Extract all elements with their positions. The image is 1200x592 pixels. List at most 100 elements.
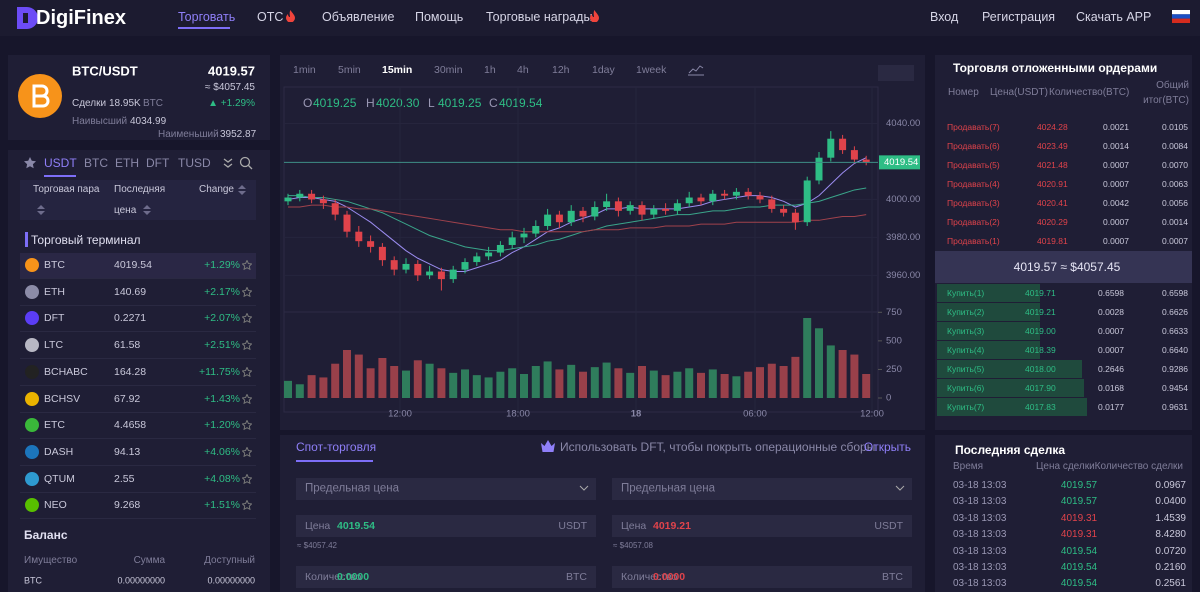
change: ▲ +1.29% bbox=[208, 98, 255, 109]
market-tab[interactable]: DFT bbox=[146, 156, 170, 170]
market-tab[interactable]: TUSD bbox=[178, 156, 211, 170]
price-input[interactable] bbox=[612, 515, 912, 537]
fav-star bbox=[242, 340, 252, 351]
bid-price: 4017.83 bbox=[1025, 401, 1056, 412]
coin bbox=[25, 418, 39, 433]
nav-item[interactable]: Помощь bbox=[415, 9, 464, 24]
price-input[interactable] bbox=[296, 515, 596, 537]
vol-tick-label: 250 bbox=[886, 364, 902, 375]
volume-bar bbox=[343, 350, 351, 398]
row-divider bbox=[20, 358, 256, 360]
nav-right[interactable]: Вход bbox=[930, 9, 959, 24]
interval[interactable]: 5min bbox=[338, 63, 361, 76]
search-h bbox=[248, 165, 253, 170]
coin-name[interactable]: ETC bbox=[44, 418, 65, 431]
ask-name: Продавать(1) bbox=[947, 235, 1000, 246]
interval[interactable]: 12h bbox=[552, 63, 570, 76]
bid-qty: 0.6598 bbox=[1098, 287, 1124, 298]
spot-panel bbox=[280, 435, 925, 592]
fav-star bbox=[242, 420, 252, 431]
nav-bar bbox=[0, 0, 1200, 36]
candle-body bbox=[319, 199, 327, 204]
coin-name[interactable]: QTUM bbox=[44, 472, 75, 485]
coin-icon bbox=[25, 338, 39, 353]
volume-bar bbox=[791, 356, 800, 398]
volume-bar bbox=[520, 374, 528, 398]
ohlc-label: C bbox=[489, 96, 498, 110]
interval[interactable]: 1min bbox=[293, 63, 316, 76]
crown-icon bbox=[541, 440, 555, 452]
candle-body bbox=[626, 205, 634, 211]
order-type-select[interactable] bbox=[296, 478, 596, 500]
coin bbox=[25, 391, 39, 406]
nav-item[interactable]: Объявление bbox=[322, 9, 395, 24]
ask-qty: 0.0007 bbox=[1103, 178, 1129, 189]
ohlc-label: H bbox=[366, 96, 375, 110]
candle-body bbox=[780, 208, 788, 213]
market-tab[interactable]: ETH bbox=[115, 156, 139, 170]
trade-price: 4019.57 bbox=[1060, 496, 1098, 508]
candle-body bbox=[390, 260, 398, 270]
ohlc-value: 4019.25 bbox=[438, 96, 482, 110]
balance-amount: 0.00000000 bbox=[117, 575, 165, 586]
coin-name[interactable]: DFT bbox=[44, 312, 65, 325]
price-chart: 3960.00 3980.00 4000.00 4040.00 0 250 500 750 12… bbox=[283, 86, 920, 420]
chevron bbox=[579, 485, 589, 491]
interval[interactable]: 1h bbox=[484, 63, 496, 76]
nav-right[interactable]: Регистрация bbox=[982, 9, 1056, 24]
nav-item[interactable]: OTC bbox=[257, 9, 284, 24]
coin-name[interactable]: LTC bbox=[44, 338, 64, 351]
star bbox=[242, 286, 252, 297]
interval[interactable]: 30min bbox=[434, 63, 463, 76]
balance-title: Баланс bbox=[24, 528, 68, 542]
bid-name: Купить(1) bbox=[947, 287, 985, 298]
interval[interactable]: 1week bbox=[636, 63, 667, 76]
interval[interactable]: 1day bbox=[592, 63, 615, 76]
volume-bar bbox=[402, 370, 410, 398]
qty-input[interactable] bbox=[612, 566, 912, 588]
coin-name[interactable]: BCHABC bbox=[44, 365, 88, 378]
balance-header: Сумма bbox=[133, 555, 165, 566]
interval[interactable]: 15min bbox=[382, 63, 413, 76]
candle-body bbox=[367, 241, 375, 247]
candle-body bbox=[839, 138, 847, 151]
coin-name[interactable]: BTC bbox=[44, 258, 65, 271]
coin-name[interactable]: DASH bbox=[44, 445, 74, 458]
order-type-select[interactable] bbox=[612, 478, 912, 500]
nav-item[interactable]: Торговые награды bbox=[486, 9, 593, 24]
spot-title[interactable]: Спот-торговля bbox=[296, 440, 377, 454]
trades-header: Цена сделки bbox=[1036, 461, 1095, 472]
trade-qty: 0.0967 bbox=[1155, 480, 1186, 491]
volume-bar bbox=[508, 368, 517, 398]
candle-body bbox=[343, 214, 351, 232]
trade-qty: 0.0400 bbox=[1155, 496, 1186, 508]
ask-name: Продавать(2) bbox=[947, 216, 1000, 227]
market-tab[interactable]: BTC bbox=[84, 156, 108, 170]
trade-time: 03-18 13:03 bbox=[953, 562, 1007, 573]
coin-name[interactable]: BCHSV bbox=[44, 392, 81, 405]
market-tab[interactable]: USDT bbox=[44, 156, 77, 170]
bid-name: Купить(7) bbox=[947, 401, 985, 412]
coin-name[interactable]: NEO bbox=[44, 499, 67, 512]
spot-link[interactable]: Открыть bbox=[863, 440, 911, 454]
nav-right[interactable]: Скачать APP bbox=[1076, 9, 1152, 24]
moving-average bbox=[288, 187, 867, 252]
bid-total: 0.6598 bbox=[1162, 287, 1188, 298]
coin-icon bbox=[25, 498, 39, 513]
nav-item[interactable]: Торговать bbox=[178, 9, 236, 24]
bid-total: 0.6626 bbox=[1162, 306, 1188, 317]
volume-bar bbox=[390, 366, 399, 398]
candle-body bbox=[437, 271, 445, 280]
trade-time: 03-18 13:03 bbox=[953, 480, 1007, 491]
coin-name[interactable]: ETH bbox=[44, 285, 65, 298]
theme-toggle[interactable] bbox=[878, 65, 914, 81]
interval[interactable]: 4h bbox=[517, 63, 529, 76]
qty-input[interactable] bbox=[296, 566, 596, 588]
coin-price: 164.28 bbox=[114, 365, 147, 378]
pair: BTC/USDT bbox=[72, 63, 138, 79]
coin-price: 61.58 bbox=[114, 338, 141, 351]
candle-body bbox=[862, 159, 870, 163]
row-divider bbox=[20, 278, 256, 279]
volume-bar bbox=[720, 374, 729, 398]
